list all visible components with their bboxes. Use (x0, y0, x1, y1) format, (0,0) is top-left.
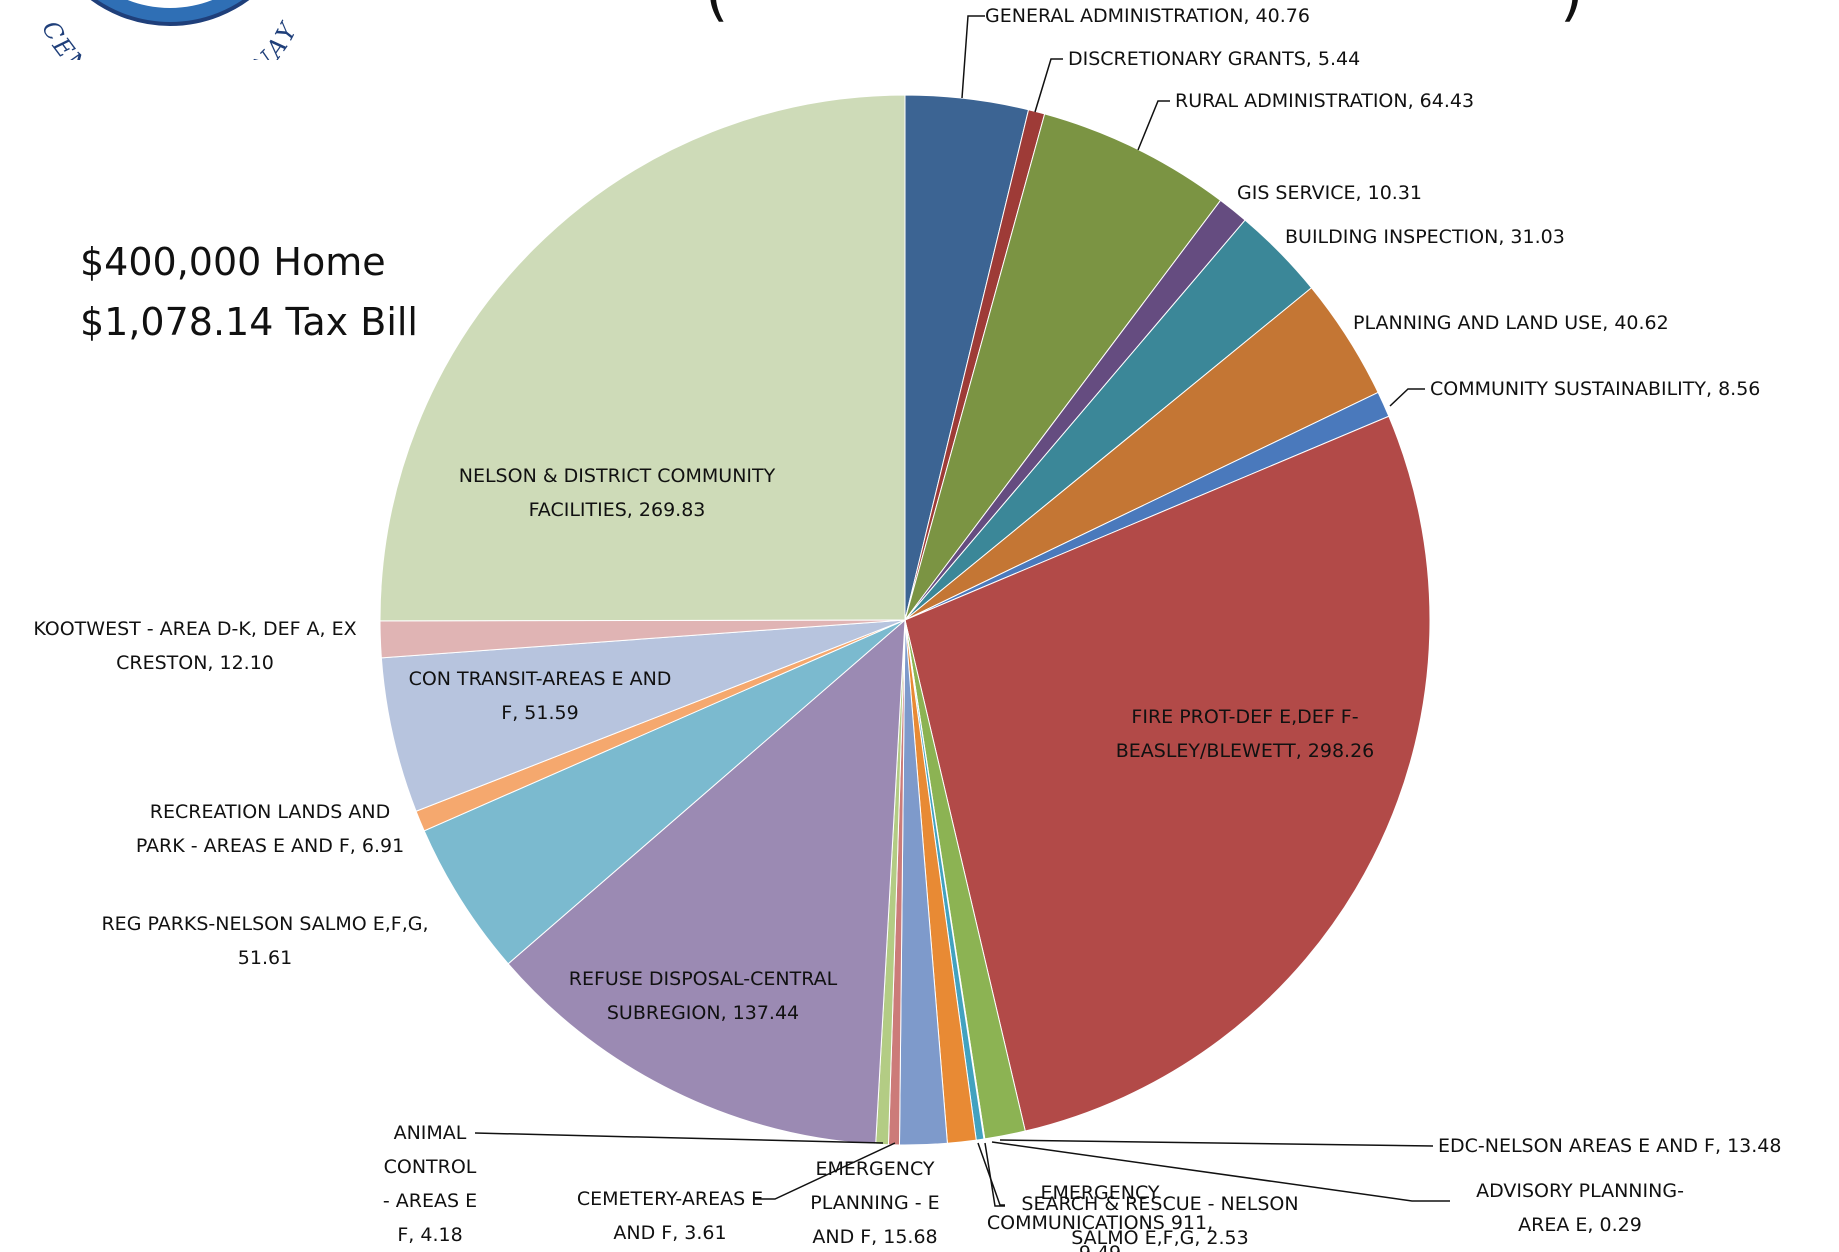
title-fragment-left: ( (705, 0, 728, 29)
leader-line-emergency-communications-911 (977, 1142, 1005, 1206)
slice-labels: GENERAL ADMINISTRATION, 40.76 DISCRETIONA… (33, 5, 1781, 1252)
slice-label-line: BEASLEY/BLEWETT, 298.26 (1116, 740, 1375, 762)
pie-slice-refuse-disposal-central-subregion (507, 618, 906, 1145)
slice-label-line: KOOTWEST - AREA D-K, DEF A, EX (33, 618, 356, 640)
slice-label-line: FIRE PROT-DEF E,DEF F- (1131, 706, 1358, 728)
slice-label-line: FACILITIES, 269.83 (529, 499, 706, 521)
slice-label-line: 9.49 (1079, 1242, 1121, 1252)
slice-label-cemetery-areas-e-and-f: CEMETERY-AREAS E AND F, 3.61 (577, 1188, 763, 1244)
slice-label-line: AND F, 15.68 (812, 1226, 937, 1248)
slice-label-line: EDC-NELSON AREAS E AND F, 13.48 (1438, 1135, 1781, 1157)
pie-slice-con-transit-areas-e-and-f (380, 619, 906, 812)
slice-label-line: RECREATION LANDS AND (150, 801, 390, 823)
slice-label-reg-parks-nelson-salmo-e-f-g: REG PARKS-NELSON SALMO E,F,G, 51.61 (101, 913, 428, 969)
slice-label-line: AREA E, 0.29 (1518, 1214, 1642, 1236)
slice-label-emergency-communications-911: EMERGENCY COMMUNICATIONS 911, 9.49 (987, 1182, 1213, 1252)
slice-label-line: GENERAL ADMINISTRATION, 40.76 (985, 5, 1310, 27)
slice-label-edc-nelson-areas-e-and-f: EDC-NELSON AREAS E AND F, 13.48 (1438, 1135, 1781, 1157)
slice-label-line: F, 4.18 (397, 1224, 462, 1246)
slice-label-discretionary-grants: DISCRETIONARY GRANTS, 5.44 (1068, 48, 1360, 70)
slice-label-line: REFUSE DISPOSAL-CENTRAL (569, 968, 838, 990)
slice-label-line: F, 51.59 (501, 702, 578, 724)
slice-label-line: AND F, 3.61 (613, 1222, 726, 1244)
pie-slice-reg-parks-nelson-salmo-e-f-g (423, 619, 906, 965)
slice-label-building-inspection: BUILDING INSPECTION, 31.03 (1285, 226, 1565, 248)
slice-label-line: - AREAS E (383, 1190, 477, 1212)
leader-line-advisory-planning-area-e (991, 1141, 1450, 1202)
slice-label-line: NELSON & DISTRICT COMMUNITY (459, 465, 776, 487)
pie-slice-fire-prot-def-e-def-f-beasley-blewett (904, 415, 1431, 1132)
slice-label-line: ANIMAL (394, 1122, 467, 1144)
leader-line-cemetery-areas-e-and-f (755, 1142, 896, 1200)
slice-label-kootwest-area-d-k-def-a-ex-creston: KOOTWEST - AREA D-K, DEF A, EX CRESTON, 1… (33, 618, 356, 674)
slice-label-line: CON TRANSIT-AREAS E AND (409, 668, 672, 690)
leader-line-community-sustainability (1389, 388, 1425, 407)
slice-label-planning-and-land-use: PLANNING AND LAND USE, 40.62 (1353, 312, 1669, 334)
leader-line-search-rescue-nelson-salmo-e-f-g (984, 1142, 1005, 1207)
slice-label-line: SALMO E,F,G, 2.53 (1071, 1227, 1249, 1249)
slice-label-line: DISCRETIONARY GRANTS, 5.44 (1068, 48, 1360, 70)
home-info: $400,000 Home $1,078.14 Tax Bill (80, 232, 418, 352)
slice-label-line: RURAL ADMINISTRATION, 64.43 (1175, 90, 1474, 112)
tax-bill: $1,078.14 Tax Bill (80, 300, 418, 344)
slice-label-fire-prot-def-e-def-f-beasley-blewett: FIRE PROT-DEF E,DEF F- BEASLEY/BLEWETT, 2… (1116, 706, 1375, 762)
leader-line-edc-nelson-areas-e-and-f (999, 1139, 1434, 1147)
logo: CENTRAL KOOTENAY (0, 0, 340, 60)
slice-label-line: PLANNING - E (810, 1192, 939, 1214)
slice-label-line: BUILDING INSPECTION, 31.03 (1285, 226, 1565, 248)
slice-label-recreation-lands-and-park-areas-e-and-f: RECREATION LANDS AND PARK - AREAS E AND F… (136, 801, 404, 857)
slice-label-line: CRESTON, 12.10 (116, 652, 274, 674)
slice-label-community-sustainability: COMMUNITY SUSTAINABILITY, 8.56 (1430, 378, 1760, 400)
slice-label-line: COMMUNICATIONS 911, (987, 1212, 1213, 1234)
slice-label-general-administration: GENERAL ADMINISTRATION, 40.76 (985, 5, 1310, 27)
slice-label-line: GIS SERVICE, 10.31 (1237, 182, 1422, 204)
slice-label-line: ADVISORY PLANNING- (1476, 1180, 1684, 1202)
slice-label-animal-control-areas-e-f: ANIMAL CONTROL - AREAS E F, 4.18 (383, 1122, 477, 1246)
pie-slice-rural-administration (904, 113, 1222, 621)
title-fragment-right: ) (1560, 0, 1583, 29)
leader-line-discretionary-grants (1034, 58, 1063, 113)
home-value: $400,000 Home (80, 240, 386, 284)
slice-label-line: EMERGENCY (1040, 1182, 1159, 1204)
slice-label-nelson-district-community-facilities: NELSON & DISTRICT COMMUNITY FACILITIES, 2… (459, 465, 776, 521)
slice-label-rural-administration: RURAL ADMINISTRATION, 64.43 (1175, 90, 1474, 112)
leader-line-rural-administration (1137, 100, 1170, 151)
leader-line-animal-control-areas-e-f (474, 1132, 884, 1144)
slice-label-line: 51.61 (238, 947, 292, 969)
slice-label-emergency-planning-e-and-f: EMERGENCY PLANNING - E AND F, 15.68 (810, 1158, 939, 1248)
slice-label-line: SUBREGION, 137.44 (607, 1002, 799, 1024)
pie-slice-nelson-district-community-facilities (379, 94, 906, 622)
slice-label-line: CEMETERY-AREAS E (577, 1188, 763, 1210)
slice-label-advisory-planning-area-e: ADVISORY PLANNING- AREA E, 0.29 (1476, 1180, 1684, 1236)
slice-label-line: EMERGENCY (815, 1158, 934, 1180)
slice-label-gis-service: GIS SERVICE, 10.31 (1237, 182, 1422, 204)
slice-label-search-rescue-nelson-salmo-e-f-g: SEARCH & RESCUE - NELSON SALMO E,F,G, 2.5… (1021, 1193, 1298, 1249)
leader-line-general-administration (961, 15, 985, 99)
logo-emblem: CENTRAL KOOTENAY (36, 0, 301, 60)
slice-label-line: PLANNING AND LAND USE, 40.62 (1353, 312, 1669, 334)
leader-lines (474, 15, 1450, 1207)
pie-slices (379, 94, 1431, 1146)
slice-label-refuse-disposal-central-subregion: REFUSE DISPOSAL-CENTRAL SUBREGION, 137.44 (569, 968, 838, 1024)
slice-label-line: REG PARKS-NELSON SALMO E,F,G, (101, 913, 428, 935)
slice-label-line: SEARCH & RESCUE - NELSON (1021, 1193, 1298, 1215)
slice-label-line: PARK - AREAS E AND F, 6.91 (136, 835, 404, 857)
slice-label-con-transit-areas-e-and-f: CON TRANSIT-AREAS E AND F, 51.59 (409, 668, 672, 724)
slice-label-line: CONTROL (384, 1156, 477, 1178)
slice-label-line: COMMUNITY SUSTAINABILITY, 8.56 (1430, 378, 1760, 400)
